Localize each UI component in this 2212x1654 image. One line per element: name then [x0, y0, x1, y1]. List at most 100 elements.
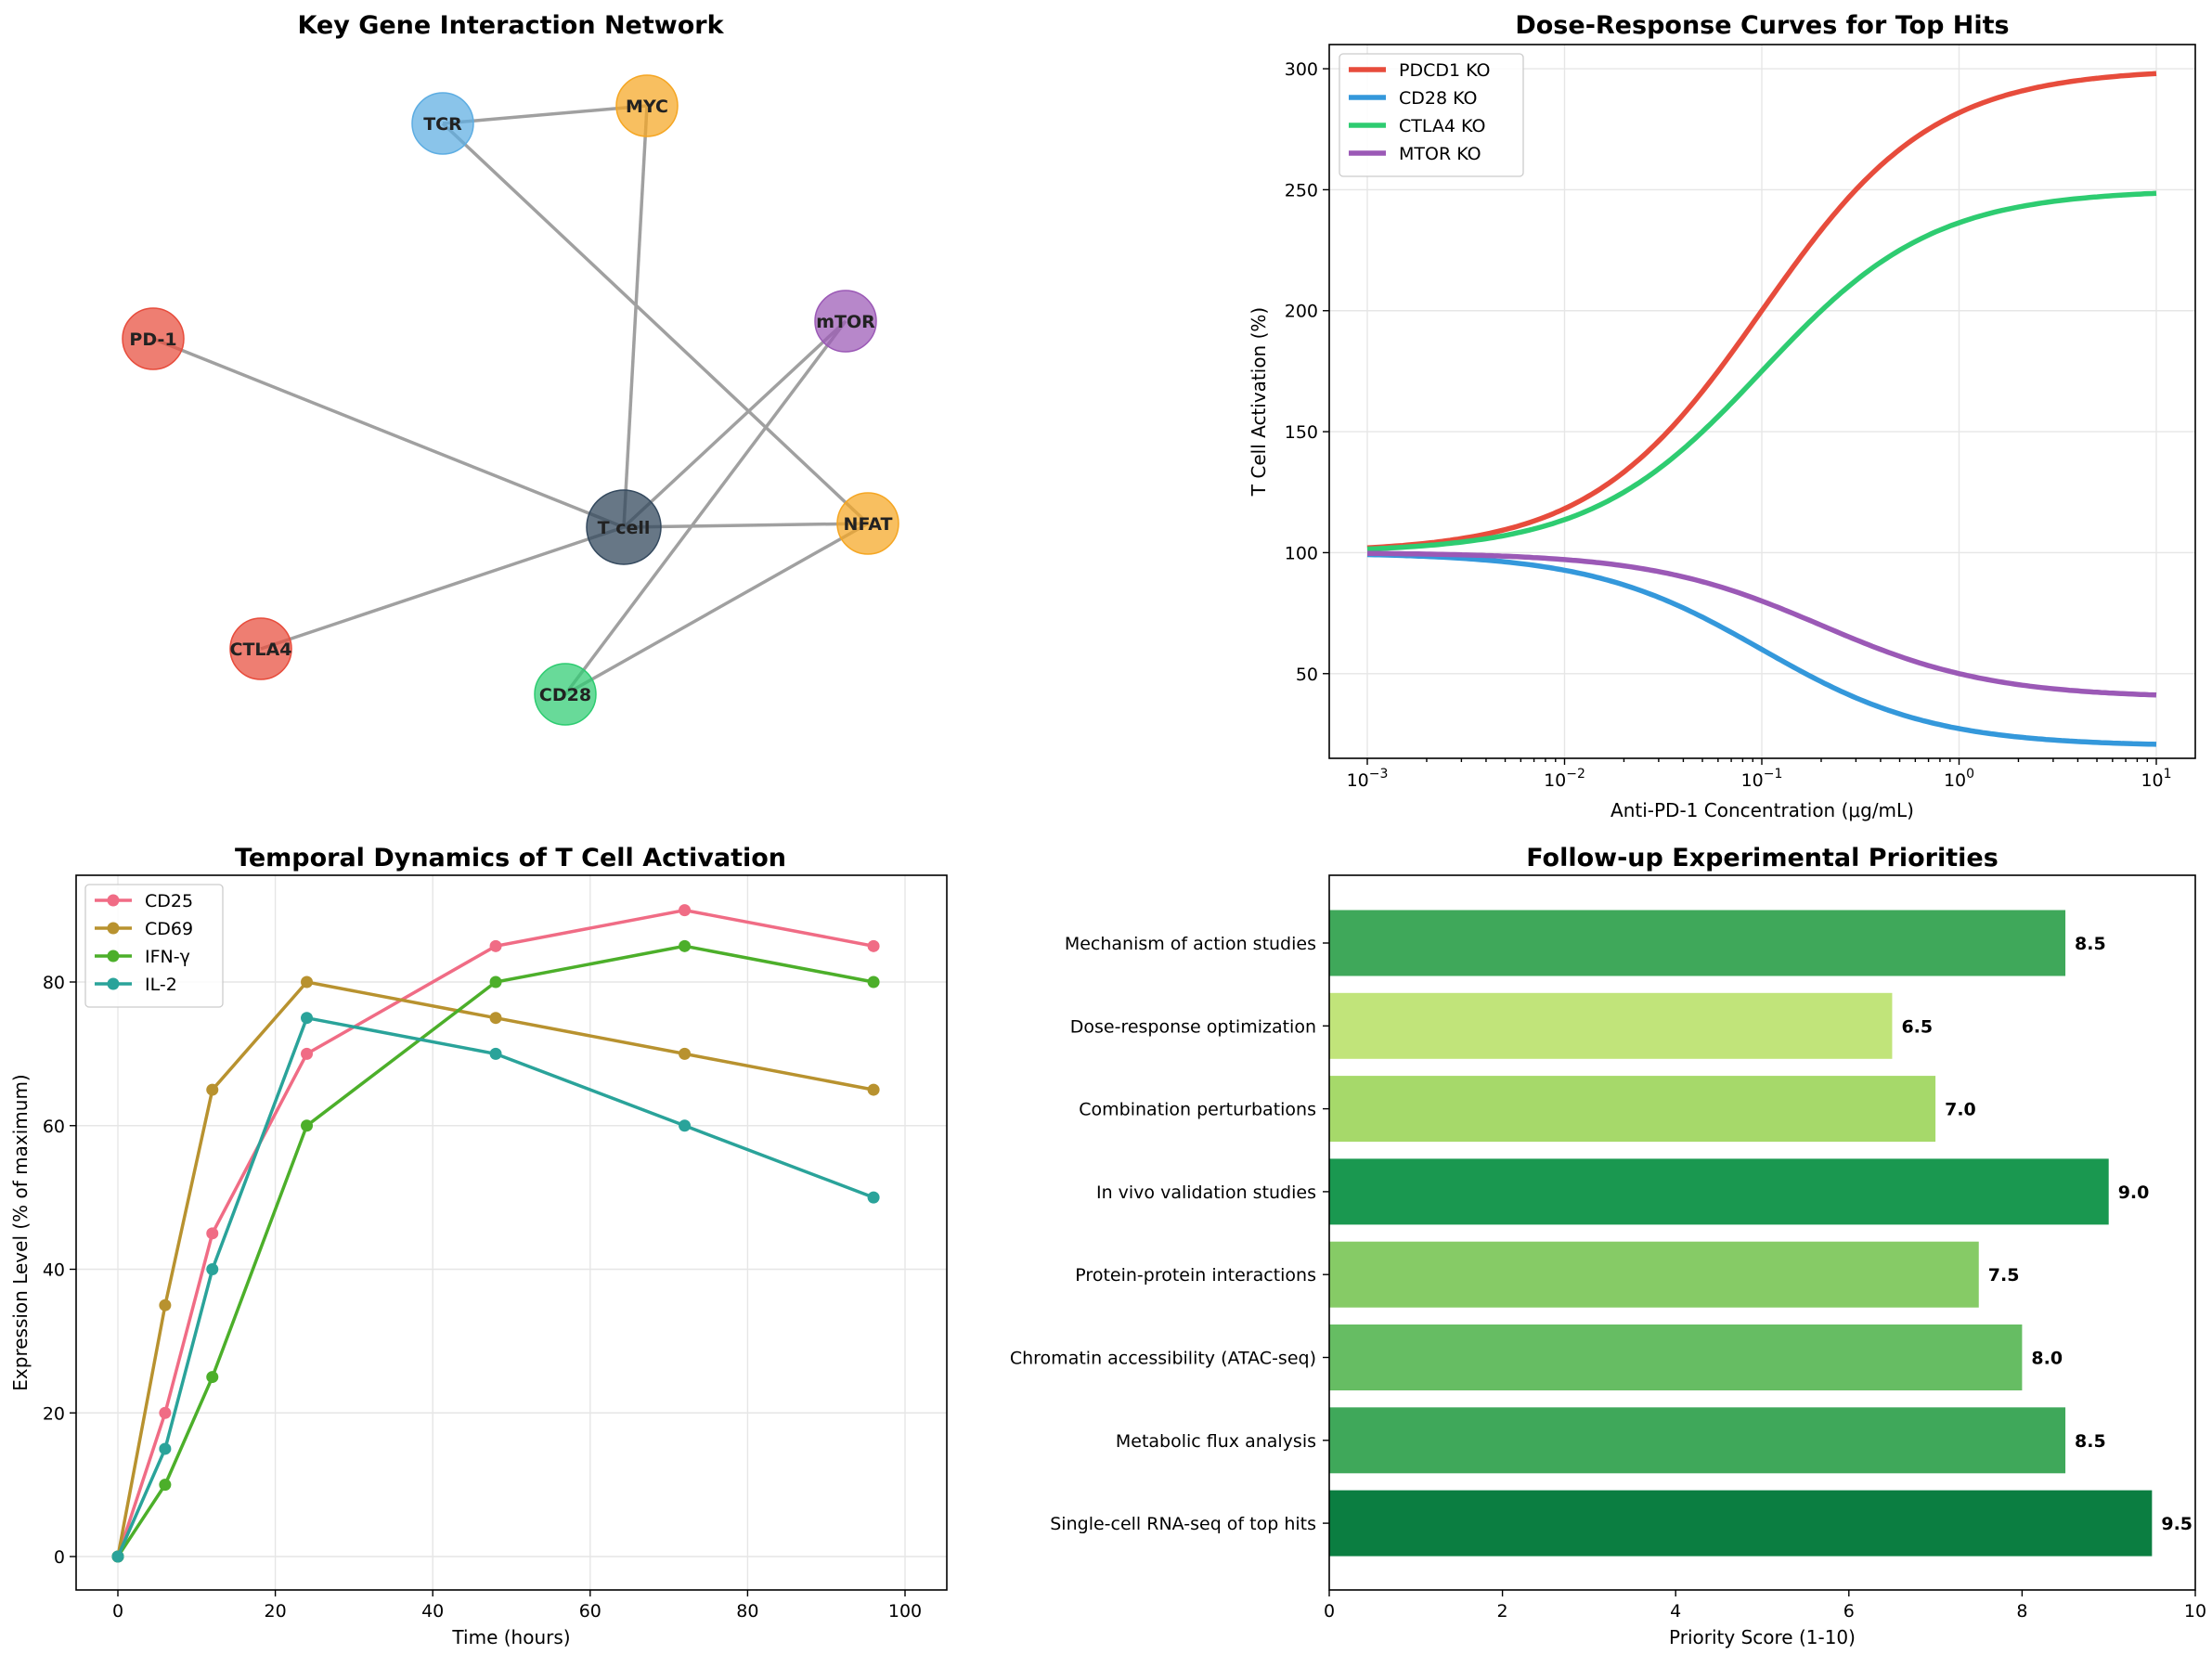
network-node [814, 290, 877, 353]
data-point [867, 1191, 880, 1204]
network-node-label: PD-1 [129, 330, 176, 350]
network-edge [441, 122, 870, 525]
y-tick-label: Chromatin accessibility (ATAC-seq) [1010, 1349, 1316, 1369]
legend-entry: CD69 [145, 919, 193, 939]
bar [1329, 1324, 2023, 1390]
y-tick-label: 300 [1285, 59, 1318, 80]
y-tick-label: In vivo validation studies [1096, 1182, 1316, 1203]
y-tick-label: 250 [1285, 180, 1318, 200]
bar [1329, 1407, 2066, 1474]
chart-title: Dose-Response Curves for Top Hits [1515, 11, 2009, 40]
data-point [301, 1119, 314, 1132]
x-tick-label: 6 [1843, 1601, 1855, 1622]
x-tick-label: 60 [579, 1601, 602, 1622]
network-edge [152, 337, 625, 529]
plot-frame [1328, 874, 2196, 1591]
bar [1329, 1076, 1936, 1143]
y-tick-label: 40 [43, 1260, 65, 1281]
series-line [116, 1015, 874, 1557]
x-tick-label: 80 [736, 1601, 758, 1622]
legend-entry: CTLA4 KO [1399, 116, 1485, 136]
y-tick-label: Dose-response optimization [1070, 1016, 1316, 1037]
bar-value-label: 7.5 [1988, 1265, 2020, 1286]
x-axis-label: Anti-PD-1 Concentration (μg/mL) [1610, 799, 1914, 821]
legend-entry: CD25 [145, 891, 193, 911]
network-node-label: mTOR [816, 312, 875, 332]
y-tick-label: Mechanism of action studies [1065, 934, 1316, 954]
network-node-label: NFAT [844, 514, 893, 535]
bar-value-label: 9.0 [2118, 1182, 2150, 1203]
temporal-panel: Temporal Dynamics of T Cell Activation 0 2… [9, 844, 948, 1648]
y-tick-label: 0 [54, 1547, 65, 1568]
legend-entry: MTOR KO [1399, 144, 1481, 164]
data-point [159, 1442, 172, 1455]
data-point [489, 1012, 502, 1025]
x-tick-label: 8 [2016, 1601, 2027, 1622]
data-point [867, 976, 880, 989]
series-line [116, 944, 874, 1557]
data-point [489, 939, 502, 952]
data-point [206, 1371, 219, 1384]
x-tick-label: 2 [1497, 1601, 1508, 1622]
data-point [867, 939, 880, 952]
series-line [1367, 550, 2157, 698]
y-tick-label: 200 [1285, 302, 1318, 322]
data-point [867, 1083, 880, 1096]
chart-title: Follow-up Experimental Priorities [1526, 844, 1999, 872]
x-tick-label: 40 [421, 1601, 444, 1622]
bar [1329, 1490, 2153, 1557]
data-point [206, 1263, 219, 1275]
legend: CD25 CD69 IFN-γ IL-2 [84, 884, 224, 1008]
network-node [615, 74, 679, 137]
y-tick-label: 80 [43, 973, 65, 993]
data-point [489, 1047, 502, 1060]
bar-value-label: 9.5 [2161, 1514, 2193, 1534]
network-edge [622, 319, 847, 529]
legend-marker [107, 894, 120, 907]
x-tick-label: 101 [2141, 767, 2171, 791]
y-tick-label: 20 [43, 1403, 65, 1424]
network-panel: Key Gene Interaction Network TCR MYC PD-1 mT… [122, 11, 899, 726]
y-tick-label: Single-cell RNA-seq of top hits [1050, 1514, 1316, 1534]
network-node-label: MYC [626, 97, 668, 117]
legend-entry: PDCD1 KO [1399, 60, 1491, 81]
legend: PDCD1 KO CD28 KO CTLA4 KO MTOR KO [1339, 53, 1524, 177]
bar-value-label: 8.5 [2075, 1431, 2106, 1452]
x-tick-label: 10−3 [1347, 767, 1389, 791]
y-tick-label: Metabolic flux analysis [1116, 1431, 1316, 1452]
network-node [534, 663, 597, 726]
x-tick-label: 10 [2184, 1601, 2206, 1622]
data-point [206, 1227, 219, 1240]
dose-response-panel: Dose-Response Curves for Top Hits 10−3 10−… [1248, 11, 2196, 821]
y-tick-label: Protein-protein interactions [1075, 1265, 1316, 1286]
legend-entry: CD28 KO [1399, 88, 1478, 109]
data-point [679, 904, 692, 917]
x-tick-label: 0 [112, 1601, 123, 1622]
x-tick-label: 0 [1324, 1601, 1335, 1622]
bar-value-label: 7.0 [1945, 1100, 1976, 1120]
bar-value-label: 8.0 [2031, 1349, 2063, 1369]
data-point [159, 1479, 172, 1492]
bar [1329, 1158, 2109, 1225]
series-line [1366, 190, 2157, 552]
legend-marker [107, 977, 120, 990]
x-tick-label: 100 [1944, 767, 1974, 791]
network-nodes: TCR MYC PD-1 mTOR T cell NFAT CTLA4 CD28 [122, 74, 899, 726]
y-tick-label: 150 [1285, 422, 1318, 443]
x-tick-label: 100 [888, 1601, 922, 1622]
data-point [679, 939, 692, 952]
network-edge [563, 319, 847, 696]
data-point [206, 1083, 219, 1096]
y-axis-label: Expression Level (% of maximum) [9, 1074, 32, 1390]
x-axis-label: Priority Score (1-10) [1669, 1626, 1856, 1648]
plot-frame [75, 874, 948, 1591]
chart-title: Key Gene Interaction Network [297, 11, 724, 40]
legend-marker [107, 950, 120, 963]
data-point [301, 1012, 314, 1025]
x-tick-label: 4 [1670, 1601, 1681, 1622]
data-point [159, 1299, 172, 1312]
legend-box [1339, 53, 1524, 177]
data-point [679, 1119, 692, 1132]
network-node [836, 492, 899, 555]
